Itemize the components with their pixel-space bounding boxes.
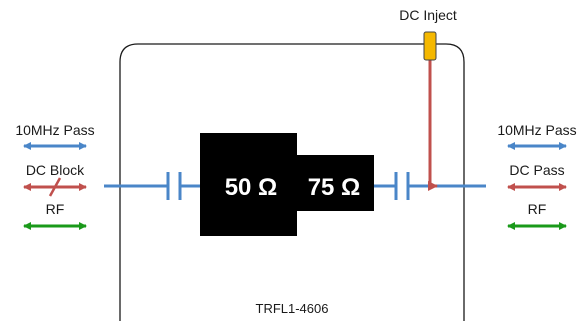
left-dc-label: DC Block [26, 162, 85, 178]
left-dc-block-slash-icon [48, 177, 62, 197]
capacitor-left-icon [166, 172, 182, 200]
dc-inject-label: DC Inject [399, 7, 457, 23]
right-dc-label: DC Pass [509, 162, 564, 178]
impedance-block [200, 133, 374, 236]
box-label: TRFL1-4606 [256, 301, 329, 316]
right-pass-label: 10MHz Pass [497, 122, 576, 138]
capacitor-right-icon [394, 172, 410, 200]
enclosure-box [119, 43, 465, 321]
left-rf-label: RF [46, 201, 65, 217]
dc-inject-path [428, 60, 438, 191]
impedance-75-label: 75 Ω [308, 174, 361, 201]
dc-inject-connector-icon [423, 31, 437, 61]
right-rf-label: RF [528, 201, 547, 217]
left-pass-label: 10MHz Pass [15, 122, 94, 138]
impedance-50-label: 50 Ω [225, 174, 278, 201]
